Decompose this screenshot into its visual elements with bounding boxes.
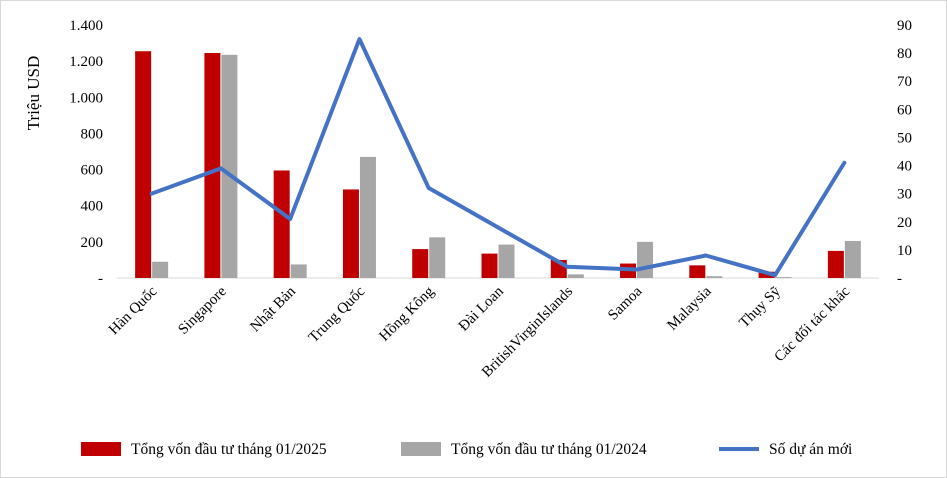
left-tick-label: 1.000: [69, 90, 103, 106]
line-series-group: [149, 37, 847, 278]
left-tick-label: 1.400: [69, 18, 103, 34]
right-tick-label: 20: [897, 215, 912, 231]
category-label: Singapore: [175, 283, 230, 338]
left-tick-label: 600: [81, 163, 104, 179]
bar-2024: [844, 240, 861, 278]
bar-2024: [359, 156, 376, 278]
bar-2024: [637, 241, 654, 278]
bar-2024: [290, 264, 307, 278]
left-tick-label: 400: [81, 199, 104, 215]
right-tick-label: 80: [897, 46, 912, 62]
bar-2024: [498, 244, 515, 278]
right-tick-label: 60: [897, 102, 912, 118]
left-tick-label: 200: [81, 235, 104, 251]
y-axis-title: Triệu USD: [24, 56, 43, 130]
legend-swatch: [401, 442, 441, 456]
category-label: Hàn Quốc: [106, 283, 161, 338]
bar-2024: [152, 261, 169, 278]
right-tick-label: 50: [897, 130, 912, 146]
category-label: Trung Quốc: [306, 283, 369, 346]
bar-2024: [775, 277, 792, 278]
bar-2025: [481, 253, 498, 278]
right-tick-label: 70: [897, 74, 912, 90]
bar-2024: [429, 237, 446, 278]
left-axis-ticks: - 200 400 600 800 1.000 1.200 1.400: [69, 18, 103, 287]
bar-2025: [204, 53, 221, 279]
bars-group: [135, 51, 861, 279]
legend-swatch: [81, 442, 121, 456]
bar-2025: [135, 51, 152, 279]
left-tick-label: 800: [81, 126, 104, 142]
category-labels: Hàn Quốc Singapore Nhật Bản Trung Quốc Hồng …: [106, 283, 854, 380]
right-tick-label: 30: [897, 187, 912, 203]
left-tick-label: -: [98, 271, 103, 287]
bar-2025: [412, 249, 429, 278]
right-tick-label: -: [897, 271, 902, 287]
left-tick-label: 1.200: [69, 54, 103, 70]
right-tick-label: 10: [897, 243, 912, 259]
legend: Tổng vốn đầu tư tháng 01/2025 Tổng vốn đầ…: [81, 441, 853, 458]
line-new-projects: [149, 37, 847, 278]
category-label: Hồng Kông: [376, 283, 437, 344]
bar-2024: [567, 274, 584, 278]
category-label: Thụy Sỹ: [736, 283, 784, 331]
category-label: Các đối tác khác: [771, 283, 853, 365]
bar-2025: [273, 170, 290, 278]
right-axis-ticks: - 10 20 30 40 50 60 70 80 90: [897, 18, 912, 287]
legend-label: Tổng vốn đầu tư tháng 01/2024: [451, 441, 647, 458]
category-label: Nhật Bản: [247, 283, 299, 335]
bar-2024: [706, 276, 723, 278]
bar-2025: [827, 250, 844, 278]
right-tick-label: 90: [897, 18, 912, 34]
legend-label: Số dự án mới: [769, 441, 853, 458]
bar-2025: [342, 189, 359, 278]
legend-label: Tổng vốn đầu tư tháng 01/2025: [131, 441, 327, 458]
bar-2025: [689, 265, 706, 278]
right-tick-label: 40: [897, 159, 912, 175]
category-label: Đài Loan: [456, 283, 507, 334]
category-label: Samoa: [605, 283, 645, 323]
bar-2024: [221, 54, 238, 278]
category-label: Malaysia: [664, 283, 714, 333]
